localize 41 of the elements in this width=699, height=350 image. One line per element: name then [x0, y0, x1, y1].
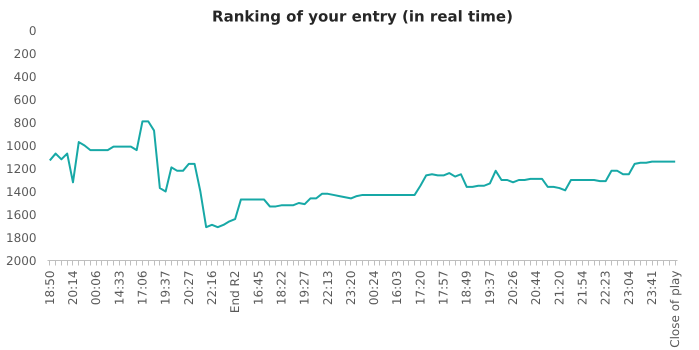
x-tick-label: Close of play — [668, 270, 682, 348]
x-tick-label: 22:13 — [320, 270, 335, 306]
x-tick-label: 21:54 — [576, 270, 590, 306]
y-tick-label: 1000 — [6, 139, 37, 153]
y-tick-label: 2000 — [6, 254, 37, 268]
x-tick-label: 20:44 — [529, 270, 544, 306]
x-tick-label: 17:06 — [135, 270, 150, 306]
x-tick-label: 20:14 — [66, 270, 80, 306]
x-tick-label: 19:27 — [298, 270, 312, 306]
x-tick-label: 19:37 — [482, 270, 497, 306]
x-tick-label: 16:03 — [390, 270, 404, 306]
y-tick-label: 600 — [14, 93, 36, 107]
x-tick-label: End R2 — [228, 270, 242, 314]
x-tick-label: 18:22 — [274, 270, 288, 306]
x-tick-label: 17:20 — [413, 270, 428, 306]
x-tick-label: 19:37 — [158, 270, 173, 306]
x-tick-label: 23:04 — [622, 270, 636, 306]
x-tick-label: 21:20 — [552, 270, 566, 306]
line-series — [48, 120, 676, 228]
x-tick-label: 16:45 — [251, 270, 266, 306]
y-tick-label: 0 — [28, 24, 37, 38]
chart-title: Ranking of your entry (in real time) — [212, 8, 513, 26]
x-tick-label: 20:27 — [182, 270, 196, 306]
x-tick-label: 18:49 — [460, 270, 474, 306]
y-tick-label: 1800 — [6, 231, 37, 245]
x-tick-label: 14:33 — [112, 270, 126, 306]
x-tick-label: 23:41 — [645, 270, 660, 306]
x-tick-label: 17:57 — [436, 270, 451, 306]
x-tick-label: 00:06 — [89, 270, 104, 306]
x-tick-label: 18:50 — [42, 270, 57, 306]
x-tick-label: 22:16 — [204, 270, 219, 306]
y-tick-label: 800 — [14, 116, 36, 130]
x-tick-label: 22:23 — [598, 270, 613, 306]
y-tick-label: 1600 — [6, 208, 37, 222]
x-tick-label: 20:26 — [506, 270, 520, 306]
y-tick-label: 1200 — [6, 162, 37, 176]
x-tick-label: 23:20 — [344, 270, 358, 306]
y-tick-label: 1400 — [6, 185, 37, 199]
y-tick-label: 400 — [14, 70, 36, 84]
y-tick-label: 200 — [14, 47, 36, 61]
x-tick-label: 00:24 — [367, 270, 382, 306]
